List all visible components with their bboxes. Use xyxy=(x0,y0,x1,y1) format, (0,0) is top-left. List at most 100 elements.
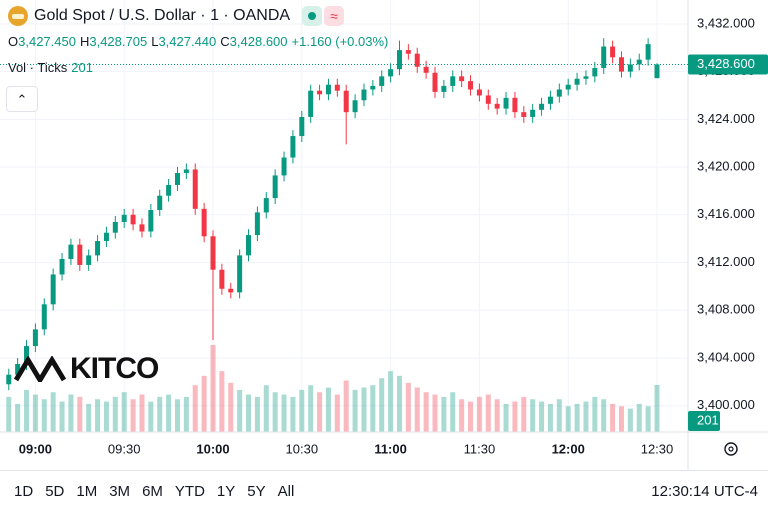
candle-body xyxy=(121,214,127,222)
volume-bar xyxy=(263,385,269,432)
range-button[interactable]: 1D xyxy=(14,483,34,500)
symbol-title: Gold Spot / U.S. Dollar · 1 · OANDA xyxy=(34,7,291,24)
volume-bar xyxy=(77,396,83,432)
delay-status[interactable]: ≈ xyxy=(324,6,345,26)
volume-bar xyxy=(6,396,12,432)
range-button[interactable]: 1M xyxy=(76,483,98,500)
volume-bar xyxy=(95,399,101,432)
volume-bar xyxy=(157,396,163,432)
watermark: KITCO xyxy=(14,352,159,386)
volume-bar xyxy=(121,392,127,432)
x-tick-label: 10:00 xyxy=(196,441,229,456)
candle-body xyxy=(441,85,447,92)
candle-body xyxy=(139,224,145,232)
volume-bar xyxy=(468,401,474,432)
volume-bar xyxy=(361,387,367,432)
candle-body xyxy=(192,169,198,209)
candle-body xyxy=(494,103,500,109)
range-button[interactable]: 1Y xyxy=(216,483,236,500)
x-tick-label: 12:30 xyxy=(641,441,674,456)
candle-body xyxy=(237,255,243,293)
volume-bar xyxy=(512,401,518,432)
volume-legend: Vol · Ticks 201 xyxy=(8,60,93,75)
volume-bar xyxy=(174,399,180,432)
volume-bar xyxy=(379,378,385,432)
volume-bar xyxy=(325,387,331,432)
volume-bar xyxy=(618,406,624,432)
candle-body xyxy=(6,374,12,385)
candle-body xyxy=(246,235,252,256)
ohlc-value: 3,427.450 xyxy=(18,34,76,49)
candle-body xyxy=(521,112,527,117)
volume-bar xyxy=(166,394,172,432)
candle-body xyxy=(201,208,207,237)
axes: 3,400.000 3,404.000 3,408.000 3,412.000 3,41… xyxy=(0,15,768,456)
candle-body xyxy=(263,198,269,213)
candle-body xyxy=(228,288,234,293)
candle-body xyxy=(15,363,21,375)
volume-bar xyxy=(15,403,21,432)
volume-bar xyxy=(24,389,30,432)
volume-bar xyxy=(396,375,402,432)
volume-bar xyxy=(636,403,642,432)
volume-bar xyxy=(183,396,189,432)
x-tick-label: 10:30 xyxy=(286,441,319,456)
candle-body xyxy=(627,64,633,72)
candle-body xyxy=(530,109,536,117)
watermark-text: KITCO xyxy=(70,352,159,385)
ohlc-value: 3,427.440 xyxy=(158,34,217,49)
settings-icon[interactable] xyxy=(724,442,738,456)
range-button[interactable]: YTD xyxy=(174,483,205,500)
volume-bar xyxy=(41,399,47,432)
volume-bar xyxy=(317,392,323,432)
volume-bar xyxy=(139,394,145,432)
range-buttons: 1D 5D 1M 3M 6M YTD 1Y 5Y All xyxy=(14,483,294,500)
candle-body xyxy=(219,269,225,289)
volume-value: 201 xyxy=(71,60,93,75)
candle-body xyxy=(317,90,323,95)
range-button[interactable]: 5Y xyxy=(247,483,266,500)
range-button[interactable]: 6M xyxy=(142,483,163,500)
ohlc-legend: O3,427.450 H3,428.705 L3,427.440 C3,428.600… xyxy=(8,34,392,49)
symbol-header: Gold Spot / U.S. Dollar · 1 · OANDA ≈ xyxy=(8,6,345,26)
volume-bar xyxy=(201,375,207,432)
candle-body xyxy=(112,221,118,233)
candle-body xyxy=(334,84,340,91)
y-tick-label: 3,408.000 xyxy=(697,302,755,317)
chart: 3,400.000 3,404.000 3,408.000 3,412.000 3,41… xyxy=(0,0,768,470)
volume-bar xyxy=(343,380,349,432)
volume-bar xyxy=(388,371,394,432)
volume-bar xyxy=(654,384,660,432)
candle-body xyxy=(556,89,562,97)
volume-bar xyxy=(254,396,260,432)
volume-bar xyxy=(68,394,74,432)
candle-body xyxy=(379,76,385,86)
candle-body xyxy=(41,304,47,330)
range-button[interactable]: All xyxy=(277,483,295,500)
volume-value-box xyxy=(688,410,720,431)
market-status[interactable] xyxy=(302,6,323,26)
range-button[interactable]: 3M xyxy=(109,483,131,500)
candle-body xyxy=(174,173,180,185)
volume-bar xyxy=(494,399,500,432)
candle-body xyxy=(103,232,109,242)
last-price-box xyxy=(688,54,768,75)
ohlc-value: 3,428.705 xyxy=(89,34,148,49)
range-button[interactable]: 5D xyxy=(45,483,65,500)
volume-bar xyxy=(432,394,438,432)
collapse-button[interactable]: ⌃ xyxy=(6,86,38,112)
candle-body xyxy=(50,274,56,305)
volume-bar xyxy=(645,406,651,432)
volume-bar xyxy=(130,399,136,432)
candle-body xyxy=(459,76,465,82)
volume-bar xyxy=(308,385,314,432)
volume-pane xyxy=(6,344,660,432)
candle-body xyxy=(352,100,358,113)
y-tick-label: 3,424.000 xyxy=(697,111,755,126)
candle-body xyxy=(361,89,367,101)
volume-bar xyxy=(539,401,545,432)
candle-body xyxy=(485,95,491,104)
candle-body xyxy=(299,116,305,137)
volume-bar xyxy=(50,392,56,432)
volume-bar xyxy=(556,399,562,432)
